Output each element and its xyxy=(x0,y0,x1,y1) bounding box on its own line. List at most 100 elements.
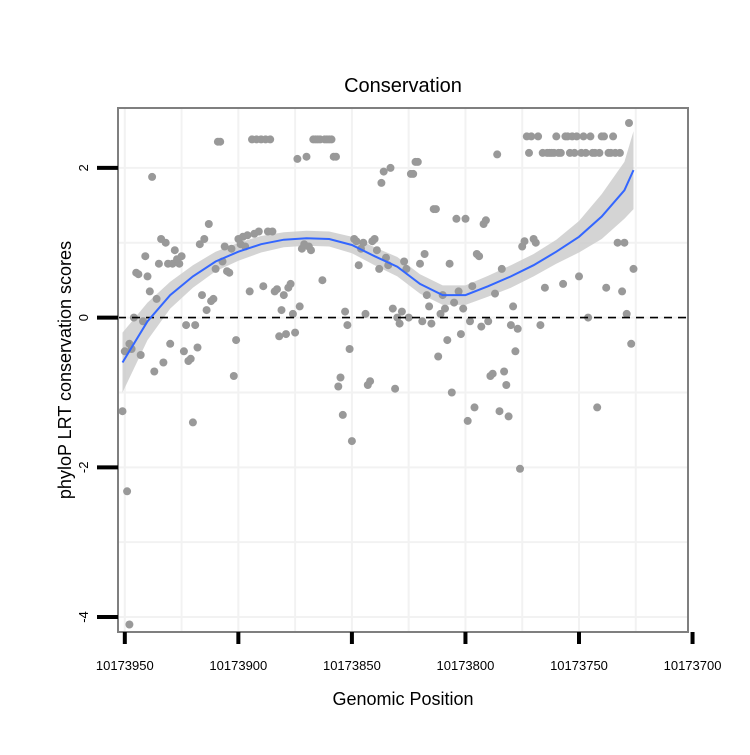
data-point xyxy=(443,336,452,345)
data-point xyxy=(441,304,449,313)
data-point xyxy=(332,152,340,161)
data-point xyxy=(209,294,218,303)
data-point xyxy=(254,227,263,236)
data-point xyxy=(556,148,565,157)
data-point xyxy=(338,410,347,419)
data-point xyxy=(615,148,624,157)
y-axis-label: phyloP LRT conservation scores xyxy=(55,241,75,499)
y-tick-label: 2 xyxy=(76,164,91,171)
data-point xyxy=(609,132,618,141)
data-point xyxy=(488,369,497,378)
data-point xyxy=(404,313,413,322)
data-point xyxy=(531,238,540,247)
data-point xyxy=(227,244,236,253)
data-point xyxy=(347,437,356,446)
data-point xyxy=(570,148,579,157)
smooth-line-layer xyxy=(118,169,688,364)
data-point xyxy=(540,283,549,292)
data-point xyxy=(475,252,484,261)
axes: 10173950 10173900 10173850 10173800 10173750… xyxy=(76,164,721,673)
data-point xyxy=(359,238,368,247)
data-point xyxy=(422,291,431,300)
data-point xyxy=(366,377,375,386)
data-point xyxy=(484,317,493,326)
data-point xyxy=(352,237,361,246)
confidence-band-layer xyxy=(122,131,634,393)
points-layer xyxy=(118,119,638,629)
y-tick-label: 0 xyxy=(76,314,91,321)
data-point xyxy=(622,309,631,318)
data-point xyxy=(436,309,445,318)
data-point xyxy=(520,237,529,246)
data-point xyxy=(318,276,327,285)
data-point xyxy=(143,272,152,281)
data-point xyxy=(245,287,254,296)
x-axis-label: Genomic Position xyxy=(332,689,473,709)
data-point xyxy=(516,464,524,473)
data-point xyxy=(202,306,211,315)
data-point xyxy=(120,347,129,356)
data-point xyxy=(418,317,427,326)
data-point xyxy=(175,259,184,268)
data-point xyxy=(345,345,354,353)
data-point xyxy=(427,319,436,328)
data-point xyxy=(461,214,470,223)
data-point xyxy=(513,324,522,333)
data-point xyxy=(584,313,593,322)
data-point xyxy=(527,132,536,141)
data-point xyxy=(372,246,381,255)
data-point xyxy=(282,330,290,339)
data-point xyxy=(618,287,627,296)
x-tick-label: 10173900 xyxy=(209,658,267,673)
data-point xyxy=(595,148,604,157)
data-point xyxy=(154,259,163,268)
x-tick-label: 10173800 xyxy=(437,658,495,673)
x-tick-label: 10173950 xyxy=(96,658,154,673)
data-point xyxy=(327,135,336,144)
data-point xyxy=(620,238,629,247)
data-point xyxy=(445,259,454,268)
data-point xyxy=(232,336,241,345)
data-point xyxy=(220,242,229,251)
data-point xyxy=(229,372,238,380)
data-point xyxy=(481,216,490,225)
data-point xyxy=(506,321,515,330)
data-point xyxy=(491,289,499,298)
data-point xyxy=(277,306,286,315)
smooth-trend-line xyxy=(121,169,635,364)
data-point xyxy=(397,307,406,316)
data-point xyxy=(400,257,409,266)
data-point xyxy=(581,148,590,157)
data-point xyxy=(141,252,150,261)
data-point xyxy=(525,148,533,157)
data-point xyxy=(273,285,281,294)
data-point xyxy=(502,381,511,389)
data-point xyxy=(216,137,225,146)
data-point xyxy=(477,322,486,331)
data-point xyxy=(177,252,186,261)
data-point xyxy=(416,259,424,268)
data-point xyxy=(136,351,145,359)
data-point xyxy=(509,302,518,311)
data-point xyxy=(259,282,268,291)
data-point xyxy=(625,119,633,127)
data-point xyxy=(291,328,300,337)
data-point xyxy=(152,294,161,303)
chart-title: Conservation xyxy=(344,75,462,97)
data-point xyxy=(470,403,479,412)
data-point xyxy=(586,132,595,141)
data-point xyxy=(500,367,509,376)
data-point xyxy=(336,373,345,382)
data-point xyxy=(195,240,204,249)
data-point xyxy=(409,169,418,178)
y-tick-label: -4 xyxy=(76,611,91,623)
data-point xyxy=(211,264,220,273)
data-point xyxy=(600,132,608,141)
data-point xyxy=(511,347,520,356)
data-point xyxy=(431,205,440,214)
confidence-band xyxy=(122,131,634,393)
grid xyxy=(118,108,688,632)
data-point xyxy=(504,412,513,421)
data-point xyxy=(200,235,209,243)
